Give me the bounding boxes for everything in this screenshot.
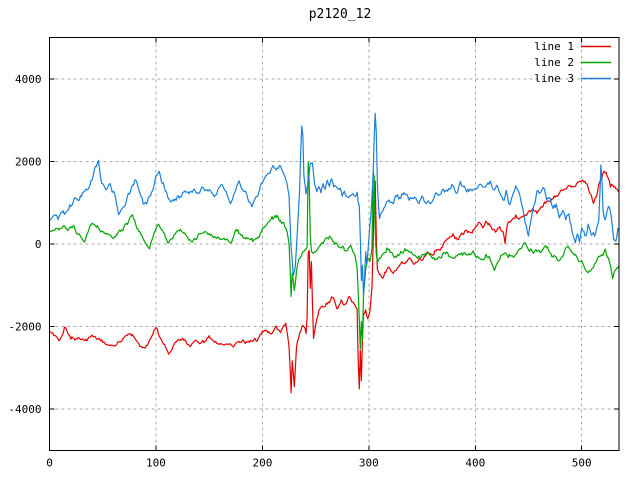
legend-item-3: line 3 [534, 72, 611, 85]
series-line-2 [48, 161, 620, 350]
chart-title: p2120_12 [309, 7, 372, 22]
y-tick-label: 0 [35, 238, 42, 251]
legend-label-2: line 2 [534, 56, 574, 69]
legend-item-1: line 1 [534, 40, 611, 53]
legend-label-1: line 1 [534, 40, 574, 53]
y-tick-label: -2000 [8, 321, 41, 334]
y-tick-label: -4000 [8, 403, 41, 416]
x-tick-label: 0 [46, 457, 53, 470]
y-tick-label: 2000 [15, 155, 42, 168]
series-line-3 [48, 112, 620, 297]
legend: line 1 line 2 line 3 [534, 40, 611, 85]
y-tick-labels: -4000 -2000 0 2000 4000 [8, 73, 41, 416]
legend-label-3: line 3 [534, 72, 574, 85]
series-lines [48, 112, 620, 394]
axis-ticks [49, 37, 619, 451]
y-tick-label: 4000 [15, 73, 42, 86]
x-tick-labels: 0 100 200 300 400 500 [46, 457, 591, 470]
x-tick-label: 500 [572, 457, 592, 470]
x-tick-label: 200 [252, 457, 272, 470]
x-tick-label: 100 [146, 457, 166, 470]
x-tick-label: 300 [359, 457, 379, 470]
x-tick-label: 400 [465, 457, 485, 470]
legend-item-2: line 2 [534, 56, 611, 69]
